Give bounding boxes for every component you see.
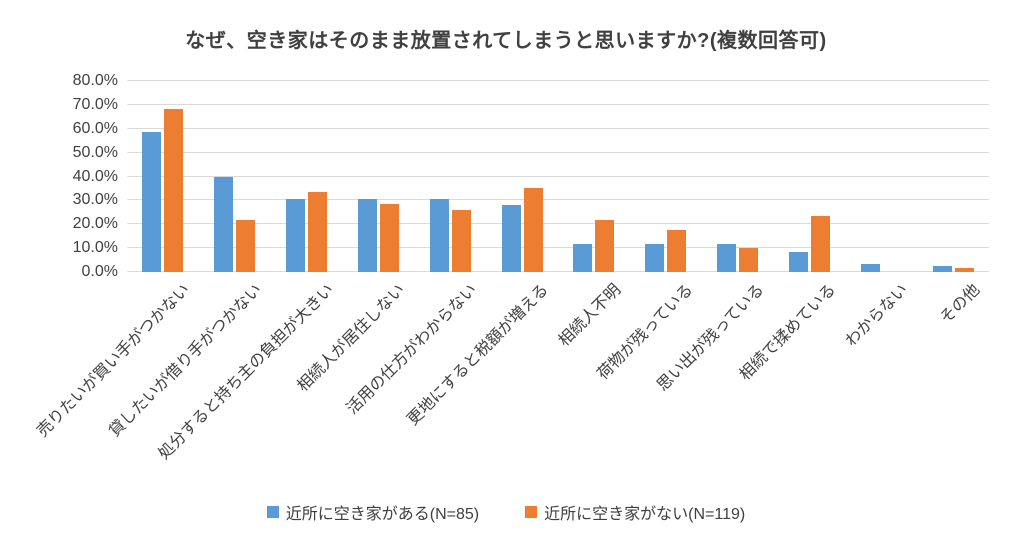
y-tick-label: 50.0%: [72, 143, 118, 161]
y-tick-label: 40.0%: [72, 167, 118, 185]
gridline: [127, 127, 989, 129]
bar-series1-思い出が残っている: [717, 243, 737, 272]
x-axis-label: その他: [937, 281, 984, 328]
legend-item-series-2: 近所に空き家がない(N=119): [525, 500, 745, 524]
bar-groups: [127, 81, 989, 272]
bar-series1-相続で揉めている: [788, 252, 808, 272]
bar-group: [271, 81, 343, 272]
bar-group: [917, 81, 989, 272]
bar-group: [342, 81, 414, 272]
bar-series2-相続で揉めている: [810, 215, 830, 272]
chart-title: なぜ、空き家はそのまま放置されてしまうと思いますか?(複数回答可): [185, 30, 827, 52]
bar-series1-処分すると持ち主の負担が大きい: [286, 198, 306, 272]
bar-series2-活用の仕方がわからない: [451, 209, 471, 272]
legend-swatch-series-1: [266, 506, 279, 518]
gridline: [127, 80, 989, 81]
x-axis-label: 相続人不明: [555, 281, 625, 350]
bar-group: [773, 81, 845, 272]
y-tick-label: 10.0%: [72, 239, 118, 257]
bar-series2-その他: [954, 267, 974, 272]
gridline: [127, 103, 989, 105]
bar-group: [702, 81, 774, 272]
bar-series2-貸したいが借り手がつかない: [236, 219, 256, 272]
legend-label-series-2: 近所に空き家がない(N=119): [544, 506, 746, 523]
bar-series1-相続人が居住しない: [357, 198, 377, 272]
bar-series1-売りたいが買い手がつかない: [142, 131, 162, 272]
bar-series1-活用の仕方がわからない: [429, 198, 449, 272]
bar-group: [414, 81, 486, 272]
y-tick-label: 60.0%: [72, 119, 118, 137]
bar-series2-更地にすると税額が増える: [523, 187, 543, 272]
x-axis-label: 更地にすると税額が増える: [404, 281, 553, 429]
gridline: [127, 223, 989, 225]
bar-series1-貸したいが借り手がつかない: [214, 176, 234, 272]
bar-series1-その他: [932, 266, 952, 272]
gridline: [127, 175, 989, 177]
bar-group: [558, 81, 630, 272]
legend-swatch-series-2: [525, 506, 538, 518]
plot-area: [127, 80, 989, 272]
bar-series1-更地にすると税額が増える: [501, 204, 521, 272]
x-axis-label: 活用の仕方がわからない: [344, 281, 481, 418]
y-tick-label: 70.0%: [72, 95, 118, 113]
gridline: [127, 247, 989, 249]
bar-group: [127, 81, 199, 272]
y-axis-tick-labels: 0.0% 10.0% 20.0% 30.0% 40.0% 50.0% 60.0% 70.0% 8…: [0, 72, 118, 280]
y-tick-label: 80.0%: [72, 72, 118, 89]
bar-series2-売りたいが買い手がつかない: [164, 109, 184, 272]
bar-series1-わからない: [860, 263, 880, 272]
bar-series2-相続人不明: [595, 219, 615, 272]
bar-group: [199, 81, 271, 272]
y-tick-label: 20.0%: [72, 215, 118, 233]
bar-group: [486, 81, 558, 272]
bar-series1-荷物が残っている: [645, 243, 665, 272]
bar-series2-処分すると持ち主の負担が大きい: [308, 191, 328, 272]
legend: 近所に空き家がある(N=85) 近所に空き家がない(N=119): [0, 500, 1012, 524]
bar-group: [630, 81, 702, 272]
bar-series1-相続人不明: [573, 243, 593, 272]
bar-series2-相続人が居住しない: [379, 203, 399, 272]
legend-label-series-1: 近所に空き家がある(N=85): [285, 506, 480, 523]
x-axis-label: わからない: [842, 281, 912, 350]
legend-item-series-1: 近所に空き家がある(N=85): [266, 500, 480, 524]
gridline: [127, 199, 989, 201]
y-tick-label: 0.0%: [81, 263, 118, 280]
bar-series2-思い出が残っている: [739, 247, 759, 272]
gridline: [127, 271, 989, 272]
gridline: [127, 151, 989, 153]
y-tick-label: 30.0%: [72, 191, 118, 209]
bar-series2-荷物が残っている: [667, 229, 687, 272]
bar-group: [845, 81, 917, 272]
